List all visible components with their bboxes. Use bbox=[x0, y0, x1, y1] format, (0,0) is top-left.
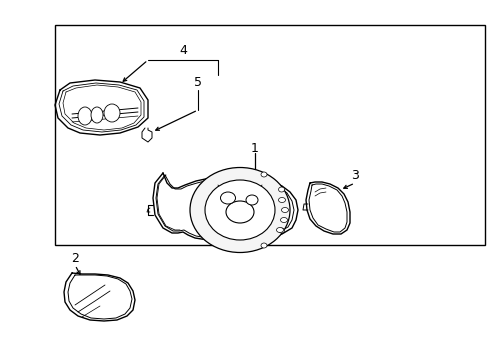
Ellipse shape bbox=[190, 167, 289, 252]
Ellipse shape bbox=[281, 207, 288, 212]
Text: 5: 5 bbox=[194, 76, 202, 89]
Ellipse shape bbox=[204, 180, 274, 240]
Text: 2: 2 bbox=[71, 252, 79, 265]
Ellipse shape bbox=[220, 192, 235, 204]
Ellipse shape bbox=[278, 187, 284, 192]
Ellipse shape bbox=[225, 201, 253, 223]
Ellipse shape bbox=[104, 104, 120, 122]
Ellipse shape bbox=[78, 107, 92, 125]
Ellipse shape bbox=[261, 243, 266, 248]
Bar bbox=[55, 25, 484, 245]
Text: 1: 1 bbox=[250, 141, 259, 154]
Text: 4: 4 bbox=[179, 44, 186, 57]
Ellipse shape bbox=[276, 228, 283, 233]
Ellipse shape bbox=[278, 228, 284, 233]
Ellipse shape bbox=[278, 198, 285, 202]
Ellipse shape bbox=[245, 195, 258, 205]
Ellipse shape bbox=[261, 172, 266, 177]
Text: 3: 3 bbox=[350, 168, 358, 181]
Ellipse shape bbox=[91, 107, 103, 123]
Ellipse shape bbox=[280, 217, 287, 222]
